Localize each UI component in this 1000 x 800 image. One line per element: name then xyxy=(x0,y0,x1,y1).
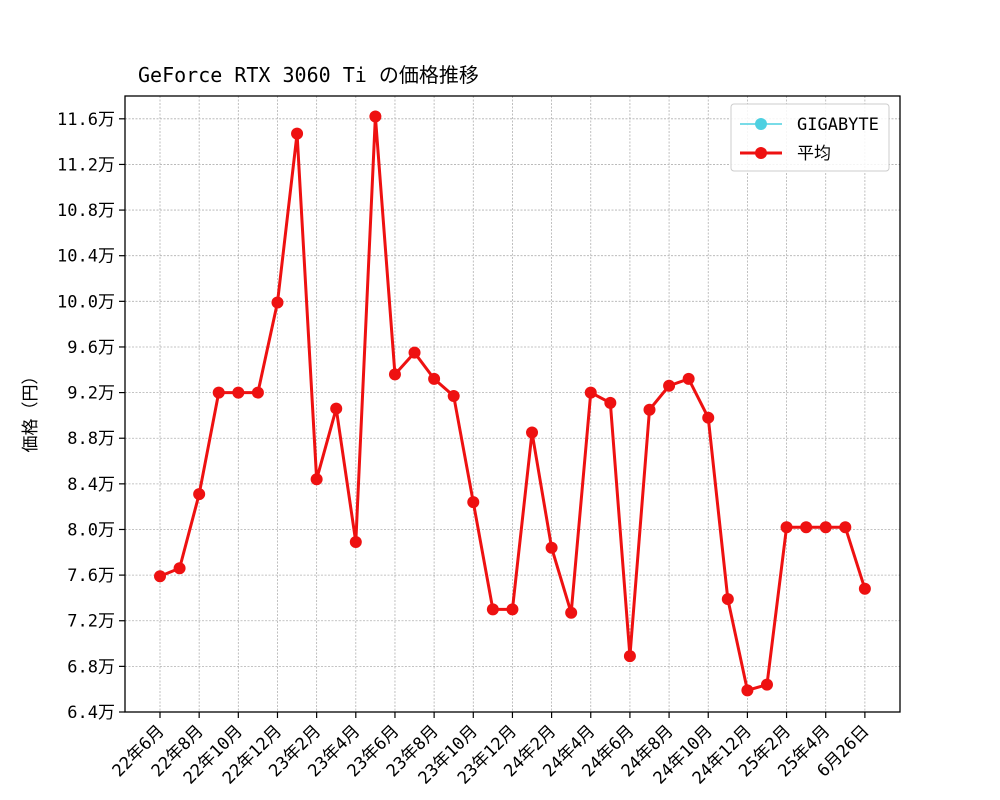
data-point xyxy=(819,521,832,534)
data-point xyxy=(154,570,166,583)
y-tick-label: 11.2万 xyxy=(57,155,115,175)
y-tick-label: 10.4万 xyxy=(57,247,115,267)
legend-marker-average xyxy=(755,147,767,159)
data-point xyxy=(388,368,401,381)
y-tick-label: 6.8万 xyxy=(67,657,115,677)
legend-marker-gigabyte xyxy=(755,118,767,130)
y-tick-label: 9.2万 xyxy=(67,384,115,404)
data-point xyxy=(858,582,871,595)
y-axis-ticks: 6.4万 6.8万 7.2万 7.6万 8.0万 8.4万 8.8万 9.2万 9.6万 10.0… xyxy=(57,110,125,723)
data-point xyxy=(447,390,460,403)
data-point xyxy=(251,386,264,399)
data-point xyxy=(800,521,813,534)
data-point xyxy=(467,496,480,509)
y-tick-label: 9.6万 xyxy=(67,338,115,358)
data-point xyxy=(760,678,773,691)
y-tick-label: 10.8万 xyxy=(57,201,115,221)
data-point xyxy=(212,386,225,399)
data-point xyxy=(310,473,323,486)
y-tick-label: 7.2万 xyxy=(67,612,115,632)
data-point xyxy=(330,402,343,415)
data-point xyxy=(173,562,186,575)
chart-title: GeForce RTX 3060 Ti の価格推移 xyxy=(138,63,479,87)
data-point xyxy=(663,379,676,392)
data-point xyxy=(486,603,499,616)
data-point xyxy=(839,521,852,534)
y-tick-label: 6.4万 xyxy=(67,703,115,723)
legend-label-average: 平均 xyxy=(797,144,831,164)
data-point xyxy=(506,603,519,616)
legend: GIGABYTE 平均 xyxy=(730,103,890,172)
y-tick-label: 10.0万 xyxy=(57,292,115,312)
data-point xyxy=(291,127,304,140)
data-point xyxy=(643,403,656,416)
y-axis-label: 価格（円） xyxy=(21,368,41,453)
data-point xyxy=(526,426,539,439)
data-point xyxy=(369,110,382,123)
data-point xyxy=(565,606,578,619)
y-tick-label: 8.4万 xyxy=(67,475,115,495)
data-point xyxy=(623,650,636,663)
data-point xyxy=(193,488,206,501)
data-point xyxy=(271,296,284,309)
series-layer xyxy=(154,110,871,697)
data-point xyxy=(721,593,734,606)
data-point xyxy=(232,386,245,399)
grid-lines xyxy=(125,96,900,713)
legend-label-gigabyte: GIGABYTE xyxy=(797,115,879,135)
data-point xyxy=(780,521,793,534)
data-point xyxy=(545,541,558,554)
y-tick-label: 8.8万 xyxy=(67,429,115,449)
y-tick-label: 8.0万 xyxy=(67,520,115,540)
data-point xyxy=(702,411,715,424)
data-point xyxy=(682,372,695,385)
data-point xyxy=(428,372,441,385)
data-point xyxy=(349,536,362,549)
data-point xyxy=(604,396,617,409)
y-tick-label: 7.6万 xyxy=(67,566,115,586)
data-point xyxy=(741,684,754,697)
data-point xyxy=(584,386,597,399)
y-tick-label: 11.6万 xyxy=(57,110,115,130)
data-point xyxy=(408,346,421,359)
